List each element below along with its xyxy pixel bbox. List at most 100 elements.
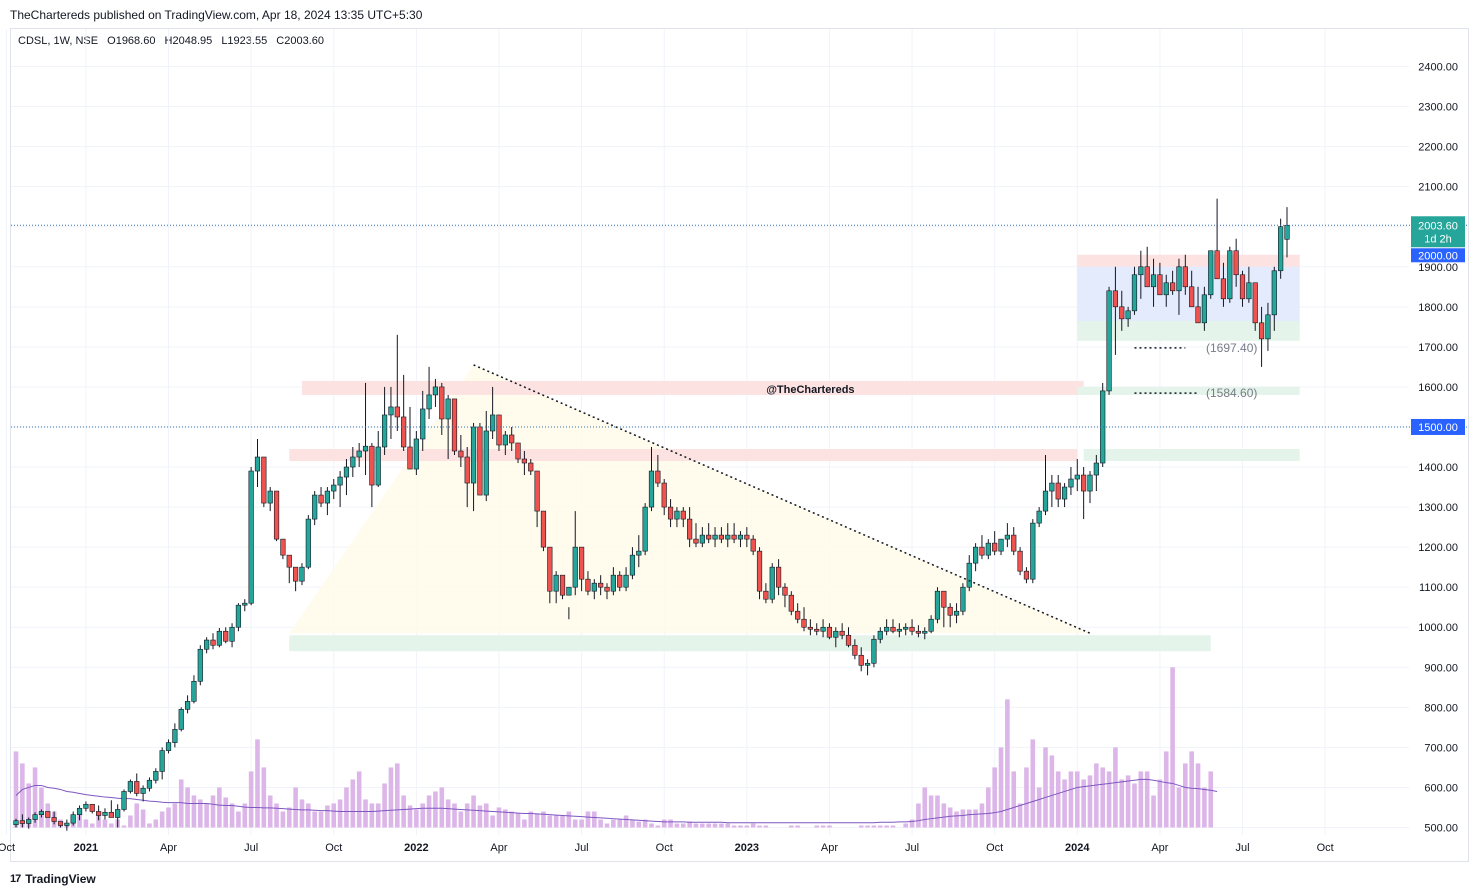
volume-bar xyxy=(356,771,362,828)
candle-body xyxy=(1176,266,1182,292)
candle-body xyxy=(1119,306,1125,320)
candle-body xyxy=(57,821,64,826)
candle-body xyxy=(140,787,146,794)
candle-body xyxy=(667,506,674,520)
candle-body xyxy=(1150,274,1157,288)
volume-bar xyxy=(1113,747,1118,828)
x-tick-label: Jul xyxy=(575,842,589,854)
footer-brand: TradingView xyxy=(25,872,96,886)
triangle-zone xyxy=(289,364,1090,634)
candle-body xyxy=(267,490,273,504)
volume-bar xyxy=(490,815,495,828)
candle-body xyxy=(680,510,686,520)
volume-bar xyxy=(185,787,190,828)
fib-label: (1697.40) xyxy=(1206,341,1257,355)
alert-price-tag xyxy=(1411,248,1465,263)
candle-body xyxy=(1220,278,1227,300)
candle-body xyxy=(127,781,133,792)
candle-body xyxy=(165,742,172,751)
candle-body xyxy=(756,550,763,592)
volume-bar xyxy=(458,811,464,828)
volume-bar xyxy=(966,809,972,828)
x-tick-label: Apr xyxy=(490,842,507,854)
volume-bar xyxy=(560,815,565,828)
volume-bar xyxy=(877,825,883,828)
x-tick-label: 2023 xyxy=(735,842,759,854)
y-tick-label: 2200.00 xyxy=(1418,142,1458,154)
candle-body xyxy=(375,446,381,486)
candle-body xyxy=(32,814,38,820)
volume-bar xyxy=(1202,787,1207,828)
volume-bar xyxy=(871,825,877,828)
volume-bar xyxy=(706,823,711,828)
y-tick-label: 1800.00 xyxy=(1418,302,1458,314)
volume-bar xyxy=(674,823,680,828)
candle-body xyxy=(610,574,616,592)
candle-body xyxy=(1195,306,1201,324)
volume-bar xyxy=(178,779,184,828)
volume-bar xyxy=(1163,751,1169,828)
candle-body xyxy=(83,803,89,809)
candle-body xyxy=(985,542,991,556)
volume-bar xyxy=(496,807,502,828)
volume-bar xyxy=(426,795,432,828)
volume-bar xyxy=(191,795,197,828)
y-tick-label: 900.00 xyxy=(1424,662,1458,674)
candle-body xyxy=(1246,282,1252,300)
volume-bar xyxy=(865,825,870,828)
volume-bar xyxy=(39,787,44,828)
candle-body xyxy=(699,534,705,544)
volume-bar xyxy=(890,825,896,828)
price-chart[interactable]: @TheChartereds(1697.40)(1584.60)2400.002… xyxy=(0,0,1480,870)
candle-body xyxy=(369,445,375,486)
volume-bar xyxy=(1170,667,1175,828)
volume-bar xyxy=(452,803,457,828)
candle-body xyxy=(1049,482,1055,492)
candle-body xyxy=(502,434,508,446)
volume-bar xyxy=(477,805,483,828)
volume-bar xyxy=(998,747,1004,828)
volume-bar xyxy=(1024,767,1029,828)
candle-body xyxy=(801,618,807,628)
volume-bar xyxy=(789,825,794,828)
volume-bar xyxy=(744,825,750,828)
volume-bar xyxy=(986,787,991,828)
volume-bar xyxy=(954,811,959,828)
candle-body xyxy=(559,574,566,596)
volume-bar xyxy=(414,809,419,828)
candle-body xyxy=(693,538,699,544)
candle-body xyxy=(483,430,489,496)
candle-body xyxy=(121,791,127,810)
volume-bar xyxy=(909,819,915,828)
candle-body xyxy=(750,538,756,552)
volume-bar xyxy=(217,787,222,828)
annotations: @TheChartereds (1697.40) (1584.60) xyxy=(11,224,1469,634)
y-tick-label: 1400.00 xyxy=(1418,462,1458,474)
candle-body xyxy=(737,534,744,540)
volume-bar xyxy=(204,803,209,828)
candle-body xyxy=(521,458,527,464)
candle-body xyxy=(845,634,852,646)
volume-bar xyxy=(382,783,387,828)
candle-body xyxy=(1258,322,1265,340)
candle-body xyxy=(998,538,1004,552)
candle-body xyxy=(1284,224,1290,240)
candle-body xyxy=(1125,310,1131,320)
legend-symbol: CDSL, 1W, NSE xyxy=(18,35,99,47)
candle-body xyxy=(381,414,388,448)
volume-bar xyxy=(1074,771,1080,828)
volume-bar xyxy=(617,819,623,828)
volume-bar xyxy=(1138,771,1144,828)
candle-body xyxy=(1157,274,1163,296)
candle-body xyxy=(992,542,998,552)
candle-body xyxy=(871,638,877,664)
alert-price-value: 2000.00 xyxy=(1418,250,1458,262)
volume-bar xyxy=(623,815,629,828)
candle-body xyxy=(204,639,210,650)
candle-body xyxy=(191,681,197,702)
x-tick-label: Jul xyxy=(1235,842,1249,854)
candle-body xyxy=(464,456,470,484)
volume-bar xyxy=(1157,779,1163,828)
volume-bar xyxy=(32,767,38,828)
volume-bar xyxy=(293,787,298,828)
